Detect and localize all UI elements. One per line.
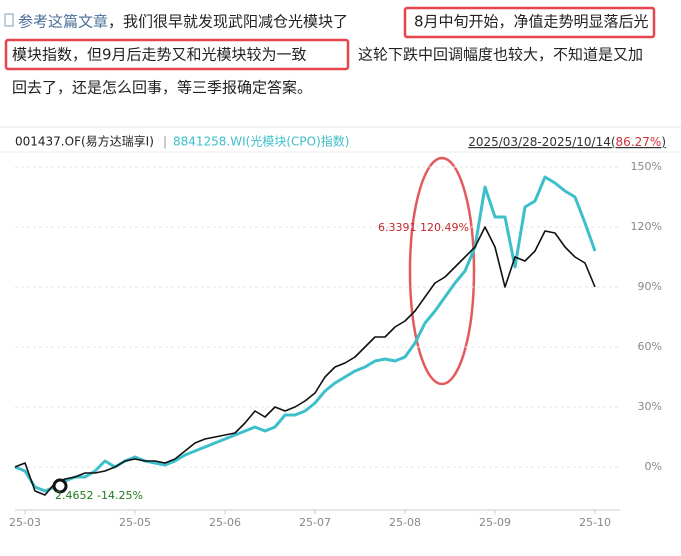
range-return: 86.27% <box>616 135 662 149</box>
x-tick-label: 25-07 <box>299 516 331 529</box>
series-line <box>14 175 597 493</box>
annotation: 2.4652 -14.25% <box>55 489 143 502</box>
x-tick-label: 25-06 <box>209 516 241 529</box>
article-text: ，我们很早就发现武阳减仓光模块了 <box>108 13 348 31</box>
x-tick-label: 25-09 <box>479 516 511 529</box>
highlight-box <box>4 38 350 71</box>
article-highlight: 8月中旬开始，净值走势明显落后光 <box>414 13 649 31</box>
x-tick-label: 25-03 <box>9 516 41 529</box>
y-tick-label: 150% <box>631 160 662 173</box>
marker <box>52 478 68 494</box>
legend-fund: 001437.OF(易方达瑞享I) <box>15 134 154 149</box>
y-tick-label: 60% <box>638 340 662 353</box>
annotation: 6.3391 120.49% <box>378 221 469 234</box>
y-tick-label: 30% <box>638 400 662 413</box>
article-text: 这轮下跌中回调幅度也较大，不知道是又加 <box>358 46 643 64</box>
article-highlight: 模块指数，但9月后走势又和光模块较为一致 <box>12 46 307 64</box>
series-line <box>14 226 596 496</box>
doc-icon <box>4 13 14 27</box>
article-link[interactable]: 参考这篇文章 <box>18 13 108 31</box>
range-text: 2025/03/28-2025/10/14( <box>468 135 615 149</box>
x-tick-label: 25-05 <box>119 516 151 529</box>
highlight-box <box>403 6 656 39</box>
y-tick-label: 120% <box>631 220 662 233</box>
legend-index: 8841258.WI(光模块(CPO)指数) <box>173 134 349 149</box>
legend-separator: | <box>163 135 167 149</box>
range-close: ) <box>661 135 666 149</box>
y-tick-label: 90% <box>638 280 662 293</box>
x-tick-label: 25-10 <box>579 516 611 529</box>
y-tick-label: 0% <box>645 460 662 473</box>
article-text: 回去了，还是怎么回事，等三季报确定答案。 <box>12 79 312 97</box>
highlight-ellipse <box>408 156 476 386</box>
date-range[interactable]: 2025/03/28-2025/10/14(86.27%) <box>468 135 666 149</box>
x-tick-label: 25-08 <box>389 516 421 529</box>
